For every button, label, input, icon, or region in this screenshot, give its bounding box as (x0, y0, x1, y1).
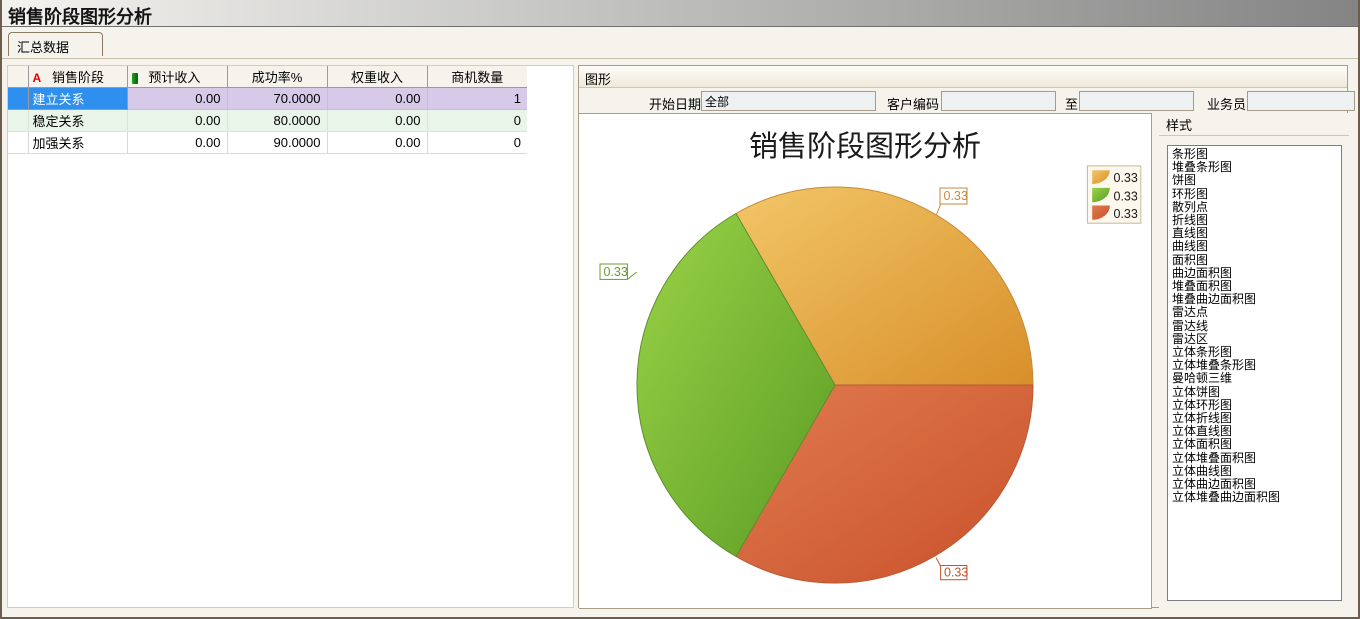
svg-text:0.33: 0.33 (604, 265, 628, 279)
svg-text:0.33: 0.33 (1114, 171, 1138, 185)
svg-text:0.33: 0.33 (944, 566, 968, 580)
svg-text:0.33: 0.33 (1114, 207, 1138, 221)
svg-text:0.33: 0.33 (1114, 189, 1138, 203)
svg-text:销售阶段图形分析: 销售阶段图形分析 (749, 130, 981, 163)
svg-text:0.33: 0.33 (944, 189, 968, 203)
